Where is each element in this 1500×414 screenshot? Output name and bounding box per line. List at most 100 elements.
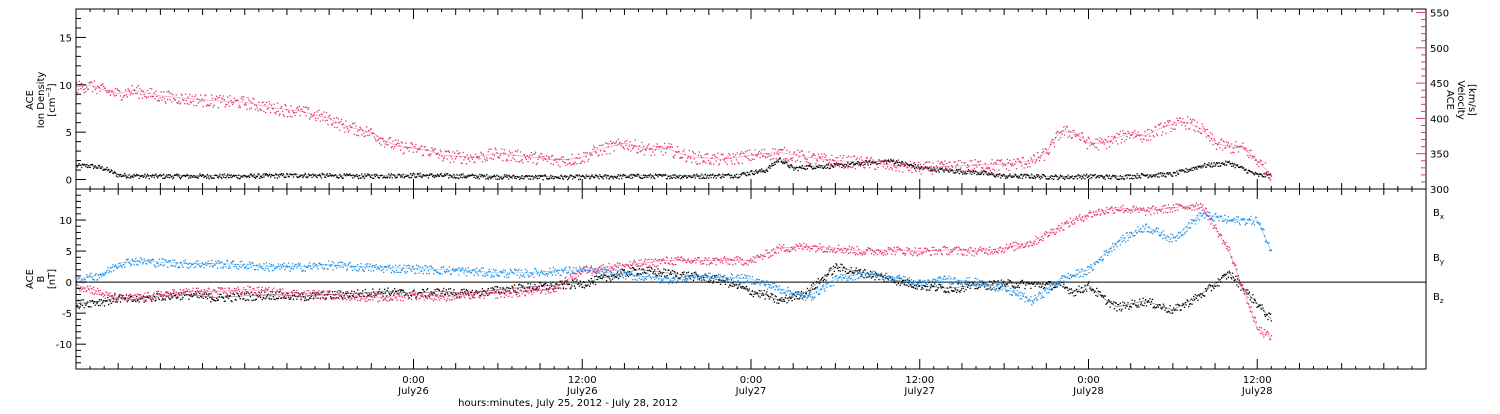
bx-point	[482, 288, 483, 289]
velocity-point	[525, 157, 526, 158]
velocity-point	[1186, 128, 1187, 129]
bx-point	[145, 301, 146, 302]
bx-point	[780, 298, 781, 299]
velocity-point	[338, 118, 339, 119]
bx-point	[550, 283, 551, 284]
velocity-point	[138, 85, 139, 86]
velocity-point	[1106, 148, 1107, 149]
density-point	[945, 168, 946, 169]
density-point	[765, 172, 766, 173]
velocity-point	[740, 153, 741, 154]
bx-point	[1030, 288, 1031, 289]
bx-point	[372, 289, 373, 290]
bx-point	[243, 298, 244, 299]
velocity-point	[1222, 149, 1223, 150]
density-point	[163, 174, 164, 175]
density-point	[180, 178, 181, 179]
by-point	[190, 266, 191, 267]
by-point	[230, 267, 231, 268]
density-point	[506, 177, 507, 178]
velocity-point	[211, 94, 212, 95]
density-point	[712, 174, 713, 175]
bx-point	[1008, 282, 1009, 283]
density-point	[210, 176, 211, 177]
by-point	[203, 264, 204, 265]
density-point	[125, 175, 126, 176]
density-point	[514, 177, 515, 178]
bx-point	[1050, 281, 1051, 282]
bx-point	[916, 288, 917, 289]
velocity-point	[241, 98, 242, 99]
density-point	[144, 174, 145, 175]
velocity-point	[220, 102, 221, 103]
density-point	[421, 177, 422, 178]
velocity-point	[1174, 122, 1175, 123]
bx-point	[1260, 305, 1261, 306]
velocity-point	[955, 167, 956, 168]
density-point	[1038, 174, 1039, 175]
velocity-point	[283, 114, 284, 115]
density-point	[516, 178, 517, 179]
velocity-point	[1129, 137, 1130, 138]
density-point	[706, 176, 707, 177]
density-point	[551, 177, 552, 178]
velocity-point	[585, 152, 586, 153]
velocity-point	[996, 163, 997, 164]
bx-point	[245, 300, 246, 301]
velocity-point	[231, 102, 232, 103]
velocity-point	[315, 118, 316, 119]
velocity-point	[556, 162, 557, 163]
velocity-point	[520, 151, 521, 152]
by-point	[282, 264, 283, 265]
bx-point	[963, 288, 964, 289]
velocity-point	[256, 105, 257, 106]
velocity-point	[630, 150, 631, 151]
velocity-point	[661, 151, 662, 152]
velocity-point	[732, 153, 733, 154]
velocity-point	[154, 92, 155, 93]
velocity-point	[1226, 141, 1227, 142]
velocity-point	[475, 154, 476, 155]
velocity-point	[714, 154, 715, 155]
velocity-point	[441, 151, 442, 152]
density-point	[485, 178, 486, 179]
velocity-point	[570, 162, 571, 163]
velocity-point	[1050, 144, 1051, 145]
velocity-point	[677, 146, 678, 147]
density-point	[397, 177, 398, 178]
density-point	[1090, 174, 1091, 175]
density-point	[1064, 179, 1065, 180]
density-point	[149, 178, 150, 179]
velocity-point	[96, 93, 97, 94]
density-point	[230, 177, 231, 178]
bx-point	[778, 303, 779, 304]
velocity-point	[378, 139, 379, 140]
density-point	[646, 176, 647, 177]
velocity-point	[196, 105, 197, 106]
density-point	[338, 177, 339, 178]
density-point	[773, 165, 774, 166]
velocity-point	[230, 100, 231, 101]
velocity-point	[623, 147, 624, 148]
velocity-point	[1238, 151, 1239, 152]
velocity-point	[586, 156, 587, 157]
velocity-point	[538, 155, 539, 156]
bx-point	[1022, 280, 1023, 281]
by-point	[182, 267, 183, 268]
velocity-point	[1201, 133, 1202, 134]
bx-point	[1253, 302, 1254, 303]
velocity-tick-label: 350	[1430, 150, 1449, 161]
velocity-point	[366, 126, 367, 127]
velocity-point	[109, 90, 110, 91]
velocity-point	[560, 158, 561, 159]
velocity-point	[240, 107, 241, 108]
bx-point	[1024, 288, 1025, 289]
velocity-point	[195, 94, 196, 95]
velocity-point	[142, 98, 143, 99]
density-point	[976, 174, 977, 175]
bx-point	[434, 293, 435, 294]
velocity-point	[1007, 159, 1008, 160]
bx-point	[1134, 300, 1135, 301]
velocity-point	[865, 163, 866, 164]
density-point	[285, 176, 286, 177]
